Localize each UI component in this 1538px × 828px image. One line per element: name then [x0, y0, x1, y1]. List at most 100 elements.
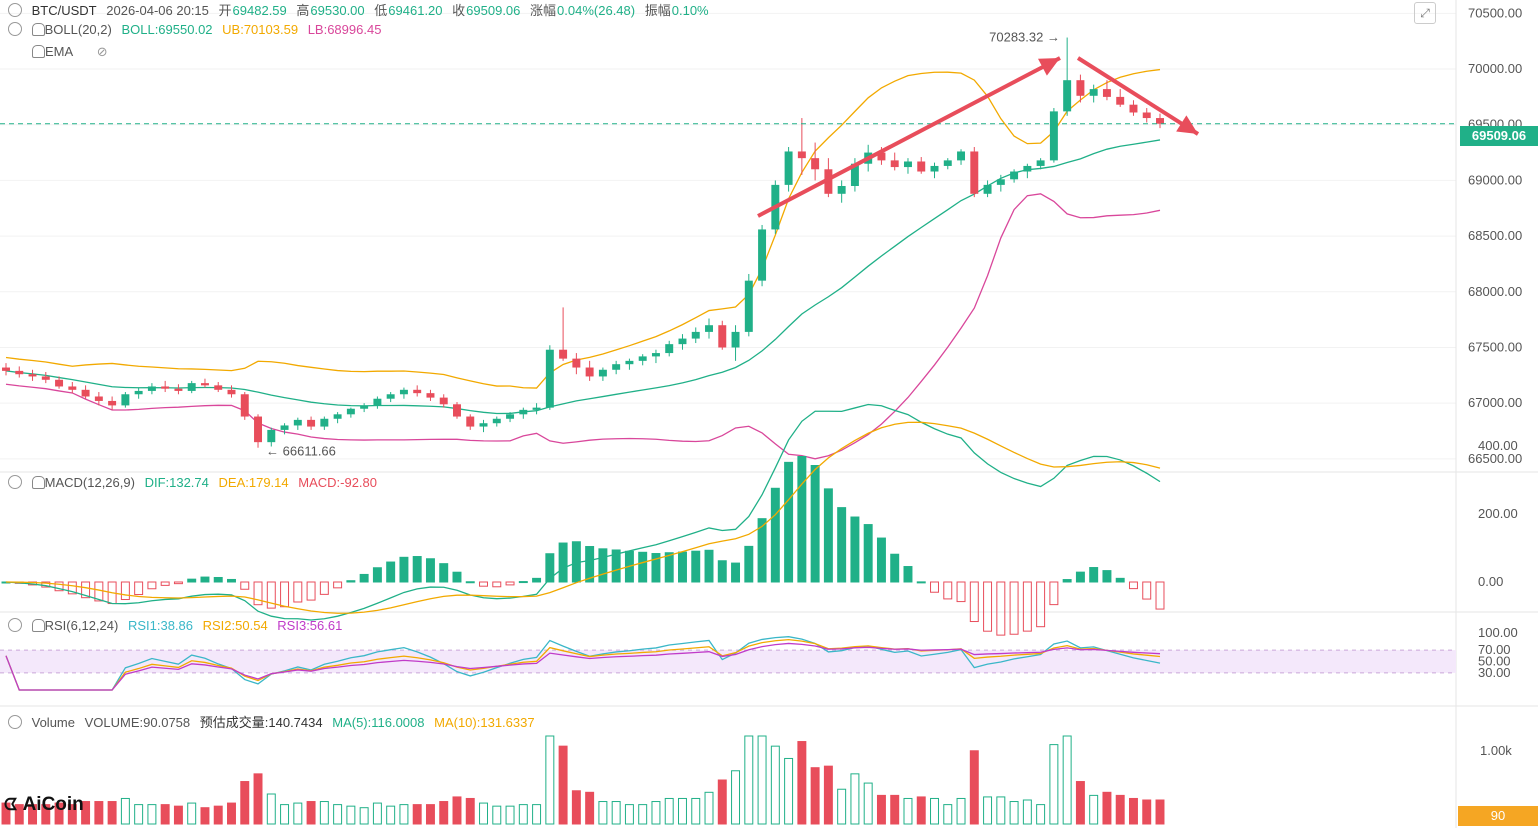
candle-body — [174, 388, 183, 391]
rsi-legend: RSI(6,12,24) RSI1:38.86 RSI2:50.54 RSI3:… — [8, 618, 348, 633]
macd-histogram-bar — [518, 581, 528, 584]
macd-dif-line — [5, 403, 1161, 621]
macd-histogram-bar — [876, 537, 886, 583]
candle-body — [307, 419, 316, 427]
candle-body — [333, 414, 342, 419]
rsi2-value: RSI2:50.54 — [202, 618, 268, 633]
macd-tick-label: 200.00 — [1478, 506, 1518, 521]
macd-histogram-bar — [439, 563, 449, 583]
macd-histogram-bar — [744, 545, 754, 583]
volume-bar — [107, 801, 117, 825]
candle-body — [28, 374, 37, 377]
price-tick-label: 70500.00 — [1468, 5, 1522, 20]
volume-bar — [518, 804, 528, 825]
volume-bar — [757, 735, 767, 825]
candle-body — [439, 397, 448, 405]
volume-bar — [969, 750, 979, 825]
volume-bar — [1022, 799, 1032, 825]
macd-histogram-bar — [386, 561, 396, 583]
uptrend-arrow-head — [1038, 58, 1060, 76]
volume-name: Volume — [31, 715, 75, 730]
bell-icon[interactable] — [31, 476, 45, 489]
candle-body — [373, 398, 382, 406]
volume-bar — [903, 797, 913, 825]
volume-bar — [319, 801, 329, 825]
macd-toggle-icon[interactable] — [8, 475, 22, 489]
macd-histogram-bar — [757, 518, 767, 583]
candle-body — [161, 386, 170, 389]
macd-histogram-bar — [916, 581, 926, 584]
bell-icon[interactable] — [31, 619, 45, 632]
candle-body — [797, 151, 806, 159]
low-label: 低 — [374, 3, 388, 18]
candle-body — [758, 229, 767, 281]
volume-bar — [505, 805, 515, 825]
volume-bar — [54, 802, 64, 825]
macd-histogram-bar — [505, 581, 515, 586]
candle-body — [784, 151, 793, 185]
macd-histogram-bar — [996, 581, 1006, 636]
candle-body — [267, 429, 276, 443]
candle-body — [651, 353, 660, 357]
volume-bar — [134, 804, 144, 825]
macd-histogram-bar — [678, 551, 687, 583]
volume-bar — [253, 773, 263, 825]
candle-body — [254, 416, 263, 443]
candle-body — [81, 389, 90, 397]
volume-bar — [983, 796, 993, 825]
macd-histogram-bar — [638, 551, 648, 583]
volume-bar — [41, 804, 51, 825]
macd-legend: MACD(12,26,9) DIF:132.74 DEA:179.14 MACD… — [8, 475, 383, 490]
rsi-band — [0, 650, 1456, 673]
collapse-icon[interactable] — [8, 3, 22, 17]
volume-bar — [187, 802, 197, 825]
fullscreen-icon[interactable]: ⤢ — [1414, 2, 1436, 24]
candle-body — [850, 163, 859, 186]
macd-histogram-bar — [943, 581, 953, 600]
volume-bar — [545, 735, 555, 825]
volume-bar — [14, 804, 24, 825]
candle-body — [41, 376, 50, 380]
bell-icon[interactable] — [31, 23, 45, 36]
rsi1-value: RSI1:38.86 — [127, 618, 193, 633]
volume-bar — [67, 804, 77, 825]
macd-histogram-bar — [452, 571, 462, 583]
candle-body — [903, 161, 912, 168]
macd-histogram-bar — [266, 581, 276, 609]
price-tick-label: 69000.00 — [1468, 172, 1522, 187]
volume-bar — [837, 788, 847, 825]
bell-icon[interactable] — [32, 45, 45, 58]
boll-toggle-icon[interactable] — [8, 22, 22, 36]
candle-body — [917, 161, 926, 172]
candle-body — [572, 358, 581, 368]
macd-tick-label: 0.00 — [1478, 574, 1503, 589]
boll-mid: BOLL:69550.02 — [121, 22, 213, 37]
rsi-toggle-icon[interactable] — [8, 618, 22, 632]
volume-toggle-icon[interactable] — [8, 715, 22, 729]
volume-bar — [1036, 804, 1046, 825]
candle-body — [1156, 118, 1164, 124]
boll-middle-line — [5, 139, 1161, 415]
volume-bar — [213, 805, 223, 825]
eye-hidden-icon[interactable]: ⊘ — [96, 44, 108, 59]
macd-histogram-bar — [890, 553, 900, 583]
volume-bar — [598, 801, 608, 825]
macd-histogram-bar — [240, 581, 250, 590]
candle-body — [240, 394, 249, 417]
volume-bar — [293, 802, 303, 825]
volume-bar — [439, 801, 449, 825]
rsi-tick-label: 50.00 — [1478, 654, 1511, 669]
current-volume-tag: 90 — [1458, 806, 1538, 826]
macd-histogram-bar — [863, 524, 873, 583]
rsi-name: RSI(6,12,24) — [44, 618, 119, 633]
volume-bar — [1075, 781, 1085, 825]
volume-bar — [28, 804, 38, 825]
volume-bar — [731, 770, 741, 825]
price-tick-label: 66500.00 — [1468, 451, 1522, 466]
candle-body — [957, 151, 966, 161]
candle-body — [280, 425, 289, 430]
ema-name: EMA — [45, 44, 74, 59]
boll-name: BOLL(20,2) — [44, 22, 112, 37]
macd-histogram-bar — [134, 581, 144, 596]
